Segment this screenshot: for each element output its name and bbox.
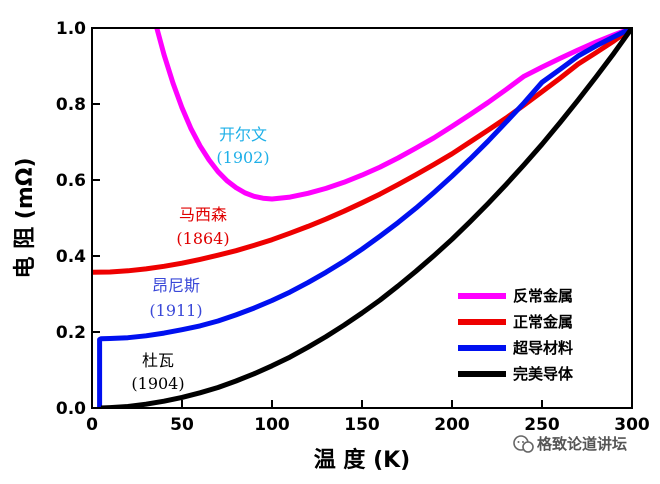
series-line-anomalous-metal (154, 28, 632, 202)
series-line-normal-metal (92, 28, 632, 275)
y-tick-label: 0.6 (56, 171, 86, 191)
y-tick-label: 0.4 (56, 247, 86, 267)
legend-label-perfect-conductor: 完美导体 (513, 365, 574, 383)
legend-label-superconductor: 超导材料 (512, 339, 573, 357)
series-line-superconductor (97, 28, 632, 408)
x-tick-label: 0 (86, 415, 98, 435)
y-tick-label: 1.0 (56, 19, 86, 39)
legend-label-anomalous-metal: 反常金属 (513, 287, 573, 305)
annotation-onnes-year: (1911) (149, 301, 202, 320)
x-tick-label: 200 (434, 415, 470, 435)
annotation-matthiessen-year: (1864) (176, 229, 229, 248)
x-tick-label: 100 (254, 415, 290, 435)
legend-label-normal-metal: 正常金属 (513, 313, 573, 331)
x-tick-label: 300 (614, 415, 650, 435)
series-line-perfect-conductor (100, 28, 632, 408)
x-tick-label: 150 (344, 415, 380, 435)
wechat-icon (513, 435, 534, 453)
watermark: 格致论道讲坛 (513, 435, 627, 453)
y-tick-label: 0.2 (56, 323, 86, 343)
y-tick-label: 0.8 (56, 95, 86, 115)
x-tick-label: 50 (170, 415, 194, 435)
annotation-dewar-name: 杜瓦 (142, 351, 174, 370)
x-axis-title: 温 度 (K) (314, 447, 410, 473)
watermark-text: 格致论道讲坛 (537, 435, 627, 453)
annotation-kelvin-year: (1902) (216, 148, 269, 167)
y-axis-title: 电 阻 (mΩ) (13, 157, 38, 278)
x-tick-label: 250 (524, 415, 560, 435)
annotation-matthiessen-name: 马西森 (179, 205, 227, 224)
annotation-dewar-year: (1904) (131, 374, 184, 393)
y-tick-label: 0.0 (56, 399, 86, 419)
annotation-onnes-name: 昂尼斯 (152, 276, 200, 295)
annotation-kelvin-name: 开尔文 (219, 125, 267, 144)
